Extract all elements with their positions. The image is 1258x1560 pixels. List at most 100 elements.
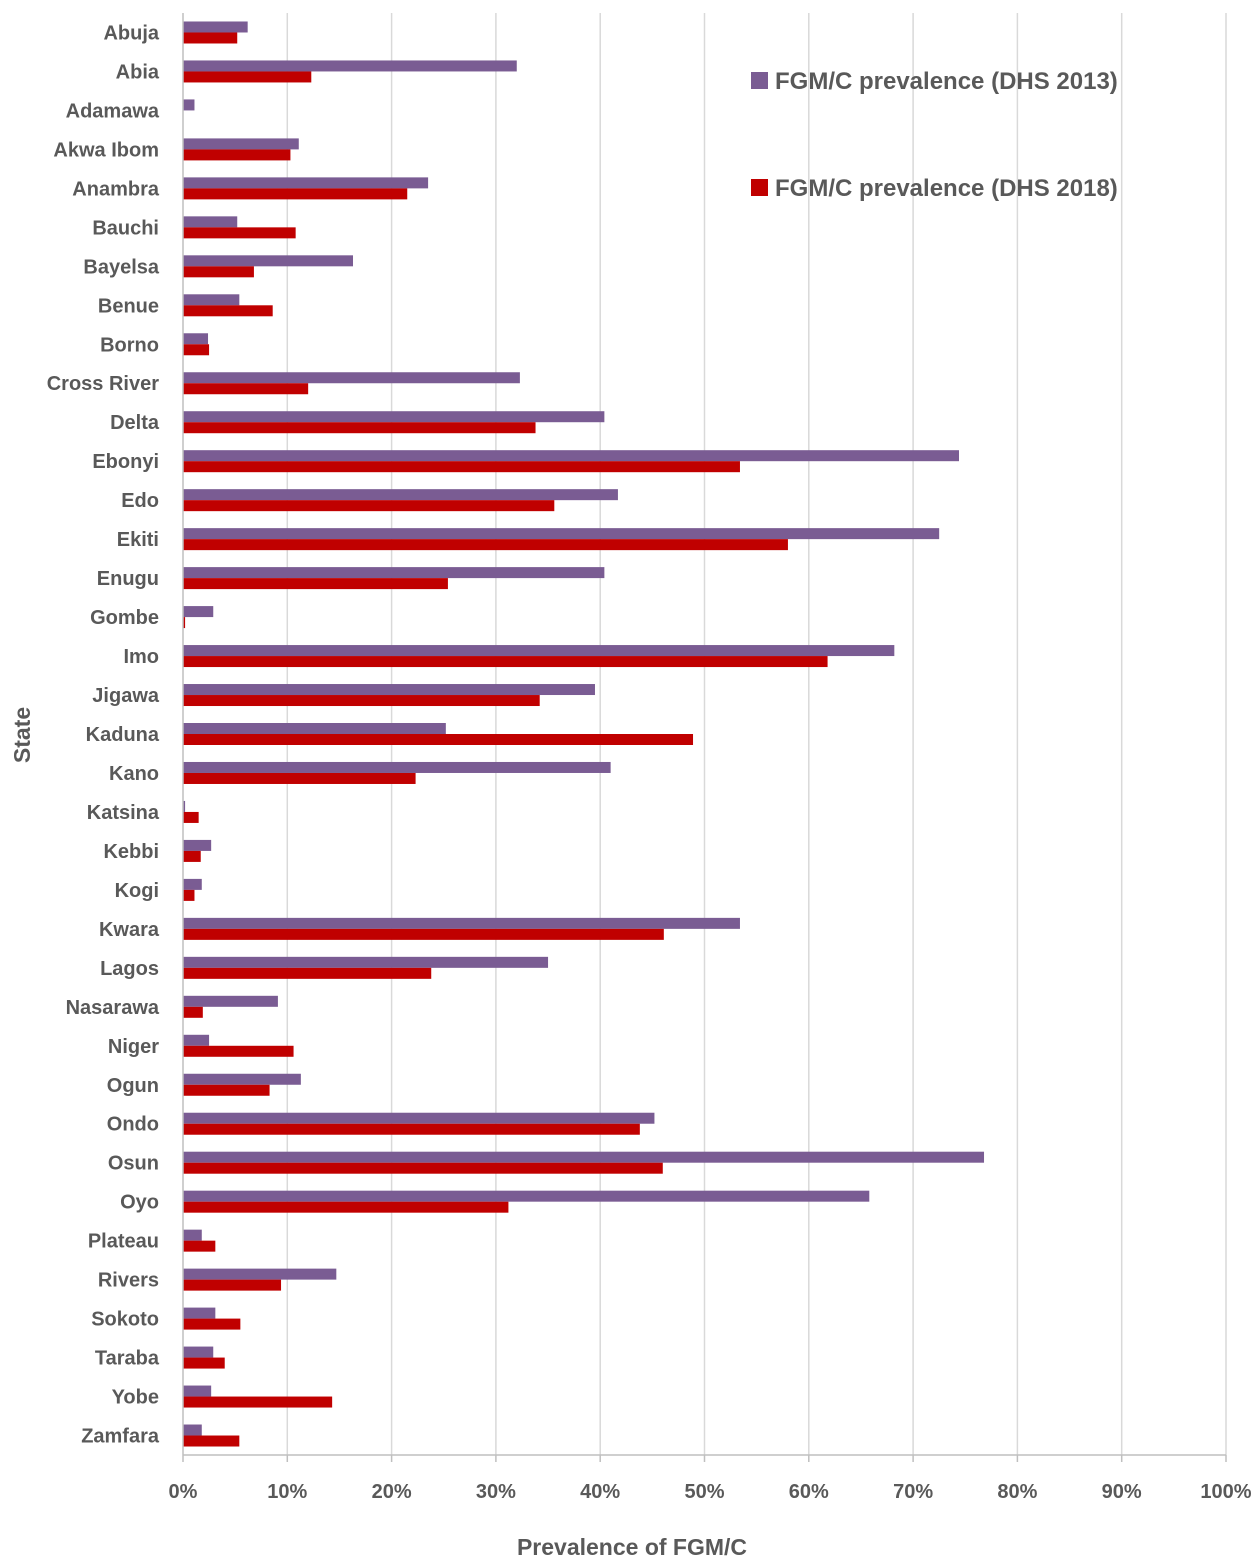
category-label: Kogi	[115, 880, 159, 902]
bar-2013	[183, 761, 611, 773]
bar-2018	[183, 928, 664, 940]
bar-2013	[183, 1229, 202, 1241]
x-tick-label: 20%	[372, 1481, 412, 1503]
bar-2013	[183, 956, 549, 968]
bar-2013	[183, 450, 959, 462]
bar-2013	[183, 372, 520, 384]
bar-2013	[183, 1112, 655, 1124]
bar-2013	[183, 878, 202, 890]
bar-2018	[183, 71, 312, 83]
bar-2018	[183, 578, 448, 590]
category-label: Gombe	[90, 607, 159, 629]
category-label: Jigawa	[92, 685, 160, 707]
legend: FGM/C prevalence (DHS 2013) FGM/C preval…	[751, 68, 1118, 202]
bar-2013	[183, 411, 605, 423]
category-label: Kebbi	[103, 841, 159, 863]
x-tick-label: 0%	[169, 1481, 198, 1503]
legend-label-2013: FGM/C prevalence (DHS 2013)	[775, 68, 1118, 95]
category-label: Nasarawa	[66, 997, 160, 1019]
x-tick-label: 100%	[1200, 1481, 1251, 1503]
bar-2013	[183, 60, 517, 72]
bar-2018	[183, 422, 536, 434]
category-label: Kano	[109, 763, 159, 785]
category-label: Ogun	[107, 1075, 159, 1097]
category-label: Abuja	[103, 22, 159, 44]
bar-2013	[183, 255, 354, 267]
bar-2018	[183, 344, 210, 356]
bar-2013	[183, 567, 605, 579]
bar-2018	[183, 149, 291, 161]
bar-2018	[183, 305, 273, 317]
bar-2013	[183, 839, 212, 851]
category-label: Adamawa	[66, 100, 160, 122]
category-label: Edo	[121, 490, 159, 512]
bar-2018	[183, 1279, 282, 1291]
category-label: Katsina	[87, 802, 160, 824]
x-axis-title: Prevalence of FGM/C	[517, 1534, 747, 1560]
bar-2018	[183, 889, 195, 901]
bar-2018	[183, 266, 254, 278]
category-label: Borno	[100, 334, 159, 356]
x-tick-label: 60%	[789, 1481, 829, 1503]
category-label: Taraba	[95, 1348, 160, 1370]
bar-2018	[183, 1396, 333, 1408]
bar-2018	[183, 1318, 241, 1330]
gridlines	[286, 13, 1227, 1455]
bar-2013	[183, 1073, 301, 1085]
category-label: Ekiti	[117, 529, 159, 551]
x-tick-label: 90%	[1102, 1481, 1142, 1503]
legend-swatch-2018	[751, 179, 768, 196]
bar-2018	[183, 1357, 225, 1369]
x-axis	[182, 13, 1227, 1462]
category-label: Sokoto	[91, 1309, 159, 1331]
bar-2018	[183, 188, 408, 200]
x-tick-label: 10%	[267, 1481, 307, 1503]
category-label: Ebonyi	[92, 451, 159, 473]
bars	[183, 21, 985, 1447]
bar-2018	[183, 1162, 663, 1174]
category-label: Bauchi	[92, 217, 159, 239]
bar-2013	[183, 1346, 214, 1358]
category-label: Benue	[98, 295, 159, 317]
category-label: Plateau	[88, 1231, 159, 1253]
x-tick-label: 50%	[684, 1481, 724, 1503]
bar-2013	[183, 1151, 985, 1163]
bar-2013	[183, 1385, 212, 1397]
bar-2013	[183, 684, 595, 696]
bar-2013	[183, 1034, 210, 1046]
bar-2013	[183, 917, 740, 929]
bar-2018	[183, 1084, 270, 1096]
bar-2018	[183, 227, 296, 239]
bar-2018	[183, 967, 432, 979]
category-label: Kwara	[99, 919, 160, 941]
category-label: Osun	[108, 1153, 159, 1175]
category-label: Yobe	[112, 1387, 159, 1409]
legend-swatch-2013	[751, 72, 768, 89]
x-tick-label: 70%	[893, 1481, 933, 1503]
bar-2018	[183, 850, 201, 862]
bar-2013	[183, 1307, 216, 1319]
bar-2018	[183, 461, 740, 473]
category-label: Ondo	[107, 1114, 159, 1136]
bar-2013	[183, 1424, 202, 1436]
bar-2013	[183, 645, 895, 657]
category-label: Imo	[123, 646, 159, 668]
category-labels: Abuja Abia Adamawa Akwa Ibom Anambra Bauchi Ba…	[47, 22, 160, 1447]
category-label: Lagos	[100, 958, 159, 980]
bar-2013	[183, 800, 186, 812]
bar-2018	[183, 1201, 509, 1213]
bar-2013	[183, 489, 618, 501]
bar-2018	[183, 539, 788, 551]
bar-2013	[183, 216, 238, 228]
bar-2018	[183, 656, 828, 668]
bar-2018	[183, 1006, 203, 1018]
bar-2013	[183, 333, 209, 345]
bar-2013	[183, 606, 214, 618]
bar-2018	[183, 1435, 240, 1447]
category-label: Niger	[108, 1036, 159, 1058]
bar-2018	[183, 1240, 216, 1252]
bar-2013	[183, 138, 299, 150]
legend-label-2018: FGM/C prevalence (DHS 2018)	[775, 175, 1118, 202]
y-axis-title: State	[9, 707, 35, 763]
bar-2018	[183, 1045, 294, 1057]
